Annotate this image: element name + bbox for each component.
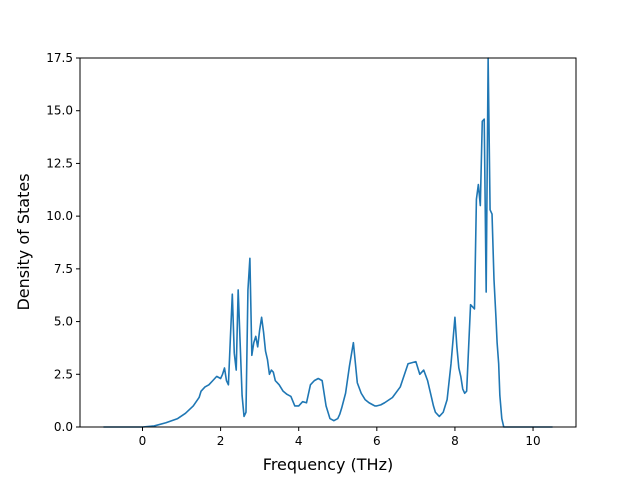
x-tick-label: 8 — [451, 434, 459, 448]
y-tick-label: 10.0 — [46, 209, 73, 223]
x-tick-label: 4 — [295, 434, 303, 448]
y-tick-label: 7.5 — [54, 262, 73, 276]
x-tick-label: 2 — [217, 434, 225, 448]
axes-frame — [79, 57, 577, 428]
x-tick-label: 0 — [139, 434, 147, 448]
y-tick-label: 15.0 — [46, 104, 73, 118]
series-line-0 — [103, 57, 553, 428]
y-tick-label: 0.0 — [54, 420, 73, 434]
y-tick-label: 5.0 — [54, 315, 73, 329]
y-tick-label: 17.5 — [46, 51, 73, 65]
plot-area — [80, 58, 576, 427]
y-tick-label: 2.5 — [54, 367, 73, 381]
x-axis-label: Frequency (THz) — [263, 455, 393, 474]
x-tick-label: 6 — [373, 434, 381, 448]
series-layer — [103, 57, 553, 428]
x-axis-ticks: 0 2 4 6 8 10 — [139, 427, 541, 448]
y-tick-label: 12.5 — [46, 156, 73, 170]
y-axis-ticks: 0.0 2.5 5.0 7.5 10.0 12.5 15.0 17.5 — [46, 51, 80, 434]
y-axis-label: Density of States — [14, 173, 33, 310]
x-tick-label: 10 — [525, 434, 540, 448]
